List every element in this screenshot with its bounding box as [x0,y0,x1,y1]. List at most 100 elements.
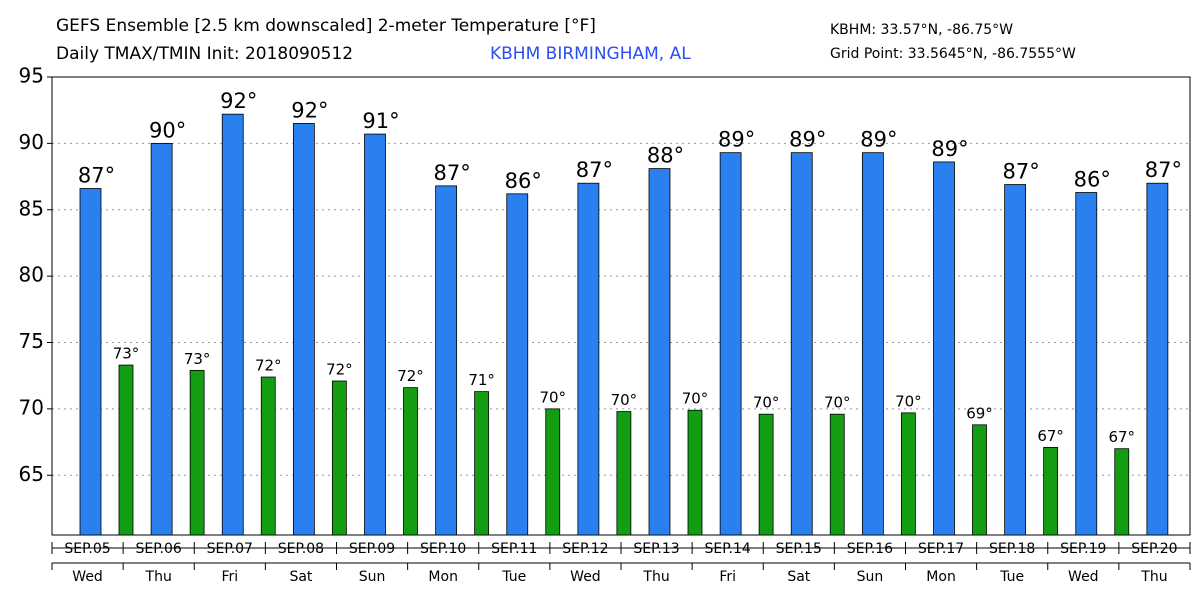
weekday-label: Thu [642,569,669,585]
tmin-bar [900,412,916,536]
tmax-label: 88° [647,144,684,168]
y-tick-label: 75 [19,329,44,353]
x-tick-label: SEP.13 [633,541,679,557]
tmin-bar [687,409,703,536]
tmin-label: 67° [1108,428,1135,446]
tmin-bar [616,411,632,536]
tmin-label: 72° [397,367,424,385]
tmin-label: 72° [255,357,282,375]
x-tick-label: SEP.06 [136,541,182,557]
weekday-label: Thu [1140,569,1167,585]
chart-title: GEFS Ensemble [2.5 km downscaled] 2-mete… [56,16,596,36]
tmin-label: 70° [824,394,851,412]
tmax-bar [364,133,386,536]
y-tick-label: 65 [19,462,44,486]
tmin-label: 70° [682,390,709,408]
tmax-label: 87° [78,164,115,188]
x-tick-label: SEP.20 [1131,541,1177,557]
y-tick-label: 70 [19,395,44,419]
x-tick-label: SEP.10 [420,541,466,557]
weekday-label: Fri [719,569,736,585]
tmax-bar [292,123,315,536]
x-tick-label: SEP.11 [491,541,537,557]
x-tick-label: SEP.07 [207,541,253,557]
weekday-label: Sun [359,569,386,585]
tmin-label: 69° [966,404,993,422]
tmax-label: 89° [718,128,755,152]
tmin-bar [972,424,987,536]
tmax-bar [577,182,600,536]
tmax-bar [221,113,244,536]
weekday-label: Wed [570,569,601,585]
x-tick-label: SEP.17 [918,541,964,557]
tmin-bar [260,376,276,536]
tmax-label: 87° [1145,158,1182,182]
station-coords: KBHM: 33.57°N, -86.75°W [830,22,1013,38]
weekday-label: Tue [999,569,1024,585]
tmax-label: 86° [1074,167,1111,191]
tmin-bar [1043,446,1059,536]
tmin-label: 72° [326,361,353,379]
x-tick-label: SEP.14 [705,541,751,557]
tmin-bar [331,380,347,536]
x-tick-label: SEP.18 [989,541,1035,557]
tmax-bar [933,161,955,536]
weekday-label: Sat [289,569,312,585]
tmax-bar [150,142,173,536]
y-tick-label: 85 [19,196,44,220]
weekday-label: Mon [926,569,956,585]
tmax-label: 87° [576,158,613,182]
weekday-label: Sat [787,569,810,585]
tmax-label: 87° [1003,160,1040,184]
tmax-bar [1075,192,1098,536]
tmin-bar [403,387,418,536]
tmin-bar [758,413,774,536]
x-tick-label: SEP.19 [1060,541,1106,557]
tmin-label: 70° [539,388,566,406]
tmax-label: 92° [291,98,328,122]
tmin-bar [118,364,134,536]
tmax-bar [719,152,742,536]
tmin-bar [474,391,490,536]
x-tick-label: SEP.15 [776,541,822,557]
weekday-label: Thu [145,569,172,585]
chart-subtitle: Daily TMAX/TMIN Init: 2018090512 [56,44,353,64]
y-tick-label: 90 [19,130,44,154]
tmax-label: 92° [220,89,257,113]
location: KBHM BIRMINGHAM, AL [490,44,691,64]
weekday-label: Fri [221,569,238,585]
y-tick-label: 95 [19,64,44,88]
tmax-bar [435,185,458,536]
tmax-bar [79,188,102,536]
tmax-label: 87° [434,161,471,185]
tmax-label: 90° [149,118,186,142]
x-tick-label: SEP.09 [349,541,395,557]
tmax-bar [1004,184,1027,536]
tmax-bar [1146,182,1169,536]
tmin-label: 67° [1037,427,1064,445]
tmin-bar [189,369,205,536]
weekday-label: Tue [501,569,526,585]
tmax-label: 86° [505,169,542,193]
x-tick-label: SEP.05 [64,541,110,557]
tmax-bar [790,152,813,536]
grid-coords: Grid Point: 33.5645°N, -86.7555°W [830,46,1076,62]
tmin-label: 73° [184,350,211,368]
tmax-bar [648,168,671,536]
tmin-label: 70° [753,394,780,412]
tmin-bar [829,413,845,536]
x-tick-label: SEP.16 [847,541,893,557]
tmax-label: 89° [931,137,968,161]
tmin-label: 70° [895,392,922,410]
tmin-bar [1114,448,1130,536]
x-tick-label: SEP.08 [278,541,324,557]
tmin-bar [545,408,561,536]
tmax-bar [861,152,884,536]
tmax-label: 89° [860,128,897,152]
tmax-bar [506,193,529,536]
x-tick-label: SEP.12 [562,541,608,557]
weekday-label: Wed [72,569,103,585]
y-tick-label: 80 [19,263,44,287]
weekday-label: Sun [857,569,884,585]
